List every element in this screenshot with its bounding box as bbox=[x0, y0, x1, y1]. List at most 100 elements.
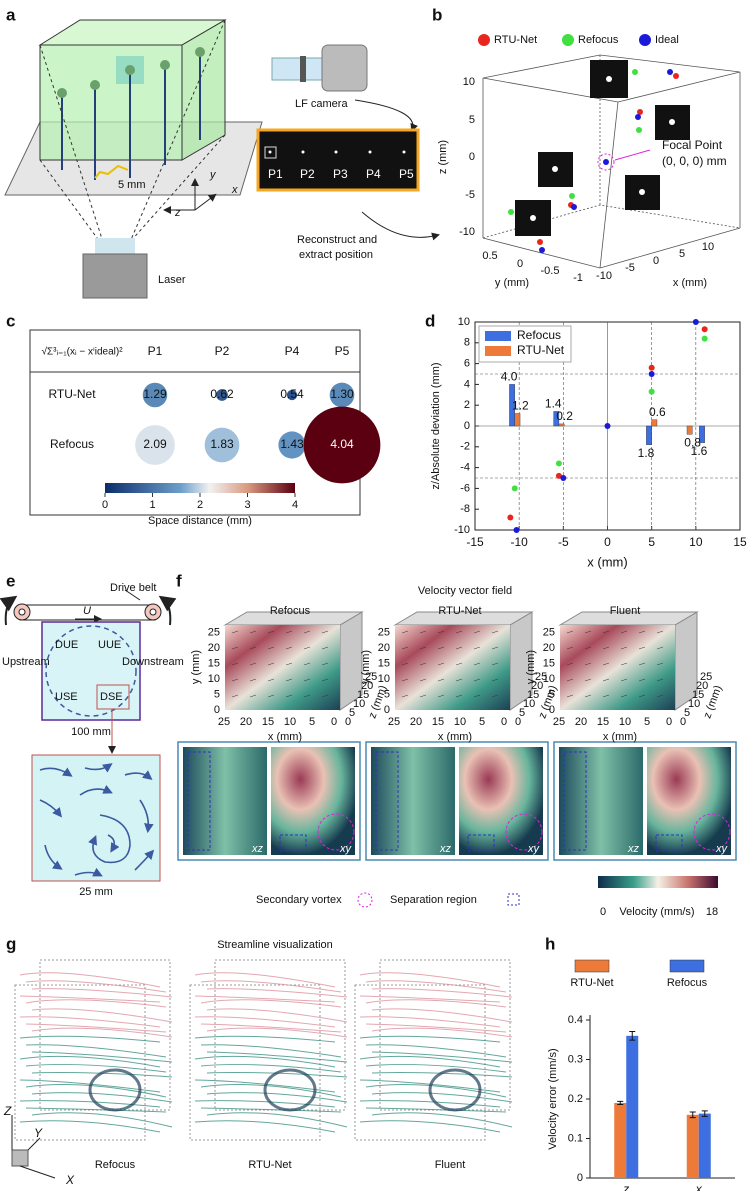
vector bbox=[267, 678, 275, 682]
label: DUE bbox=[55, 639, 78, 651]
cube-front bbox=[354, 984, 486, 1141]
z-tick-label: 5 bbox=[519, 707, 525, 719]
shape-line bbox=[194, 193, 217, 211]
z-tick-label: 25 bbox=[365, 671, 377, 683]
shape-g bbox=[223, 611, 699, 711]
y-tick-label: -2 bbox=[460, 441, 470, 453]
streamline bbox=[31, 1051, 173, 1063]
error-bar bbox=[701, 1110, 708, 1117]
bubble bbox=[278, 431, 306, 459]
vector bbox=[437, 662, 445, 666]
streamline bbox=[19, 1016, 161, 1028]
streamline bbox=[206, 1092, 348, 1103]
label: e bbox=[6, 571, 15, 590]
streamline bbox=[194, 1035, 336, 1043]
x-tick-label: 25 bbox=[388, 716, 400, 728]
y-tick-label: 5 bbox=[214, 688, 220, 700]
shape-line bbox=[614, 149, 651, 161]
cube-back bbox=[214, 959, 346, 1111]
shape-circle bbox=[669, 119, 675, 125]
shape-rect bbox=[300, 56, 306, 82]
shape-path bbox=[94, 164, 129, 179]
streamline bbox=[365, 1107, 507, 1113]
value-label: 4.0 bbox=[501, 370, 518, 384]
vector bbox=[566, 678, 574, 682]
y-tick-label: 0 bbox=[214, 704, 220, 716]
shape-rect bbox=[31, 754, 161, 882]
legend-label: Refocus bbox=[667, 977, 708, 989]
shape-circle bbox=[639, 189, 645, 195]
x-tick-label: 10 bbox=[619, 716, 631, 728]
y-tick-label: 25 bbox=[208, 626, 220, 638]
label: P4 bbox=[366, 167, 381, 181]
bar bbox=[614, 1102, 627, 1178]
streamline bbox=[25, 1063, 167, 1073]
vector bbox=[267, 646, 275, 650]
z-tick-label: 5 bbox=[684, 707, 690, 719]
vector bbox=[584, 630, 592, 634]
x-tick-label: -10 bbox=[510, 535, 528, 549]
xz-slice bbox=[371, 747, 455, 855]
vector bbox=[602, 694, 610, 698]
y-tick-label: 10 bbox=[378, 673, 390, 685]
streamline bbox=[31, 988, 173, 998]
z-tick-label: 15 bbox=[527, 689, 539, 701]
z-tick-label: 5 bbox=[349, 707, 355, 719]
bar bbox=[698, 1113, 711, 1178]
shape-g bbox=[482, 54, 741, 269]
vector bbox=[303, 662, 311, 666]
streamline bbox=[25, 1023, 167, 1033]
x-tick-label: 10 bbox=[689, 535, 703, 549]
streamline bbox=[19, 995, 161, 1003]
label: y (mm) bbox=[495, 277, 529, 289]
y-tick-label: 0.2 bbox=[568, 1093, 583, 1105]
shape-g bbox=[177, 741, 737, 861]
shape-circle bbox=[195, 47, 205, 57]
label: x (mm) bbox=[673, 277, 707, 289]
shape-circle bbox=[334, 150, 338, 154]
vector bbox=[584, 646, 592, 650]
vector bbox=[473, 662, 481, 666]
shape-path bbox=[39, 799, 62, 818]
header: P5 bbox=[335, 344, 350, 358]
subplot-title: RTU-Net bbox=[438, 605, 481, 617]
shape-path bbox=[88, 814, 131, 864]
value-label: 1.6 bbox=[691, 444, 708, 458]
shape-path bbox=[124, 770, 153, 780]
label: Secondary vortex bbox=[256, 894, 342, 906]
x-tick-label: 5 bbox=[309, 716, 315, 728]
vector bbox=[267, 630, 275, 634]
vector bbox=[638, 694, 646, 698]
y-tick-label: 25 bbox=[543, 626, 555, 638]
vector bbox=[455, 630, 463, 634]
colorbar-label: Velocity (mm/s) bbox=[619, 906, 694, 918]
vector bbox=[285, 646, 293, 650]
y-tick-label: -0.5 bbox=[541, 265, 560, 277]
bar bbox=[646, 425, 652, 445]
y-axis-label: y (mm) bbox=[360, 650, 372, 684]
label: Focal Point bbox=[662, 138, 723, 152]
streamline bbox=[365, 980, 507, 993]
point bbox=[513, 527, 520, 533]
vector bbox=[249, 662, 257, 666]
vector bbox=[303, 630, 311, 634]
y-tick-label: 0 bbox=[517, 258, 523, 270]
value-label: 1.29 bbox=[143, 387, 167, 401]
y-tick-label: 20 bbox=[378, 642, 390, 654]
inset-frame bbox=[553, 741, 737, 861]
point bbox=[701, 335, 708, 342]
colorbar-label: Space distance (mm) bbox=[148, 515, 252, 527]
tick-label: 1 bbox=[149, 499, 155, 511]
y-tick-label: 20 bbox=[208, 642, 220, 654]
y-tick-label: 0.5 bbox=[482, 250, 497, 262]
xy-slice bbox=[647, 747, 731, 855]
x-tick-label: 0 bbox=[501, 716, 507, 728]
streamline bbox=[194, 1100, 336, 1108]
cube-front bbox=[14, 984, 146, 1141]
error-bar bbox=[689, 1111, 696, 1119]
secondary-vortex bbox=[317, 813, 355, 851]
value-label: 0.6 bbox=[649, 405, 666, 419]
vector bbox=[491, 678, 499, 682]
y-tick-label: 20 bbox=[543, 642, 555, 654]
shape-g bbox=[268, 150, 406, 154]
